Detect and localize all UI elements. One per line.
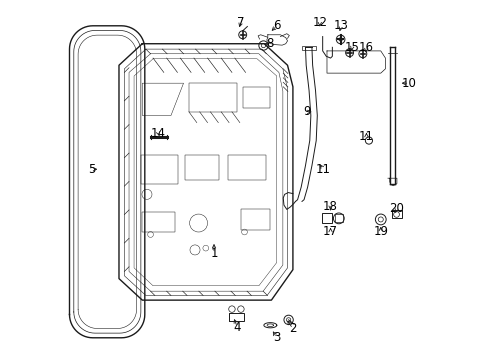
Text: 5: 5 [88, 163, 96, 176]
Text: 9: 9 [303, 105, 310, 118]
Text: 2: 2 [288, 322, 296, 335]
Text: 7: 7 [237, 16, 244, 29]
Circle shape [338, 38, 342, 41]
Text: 3: 3 [272, 331, 280, 344]
Text: 13: 13 [333, 19, 348, 32]
Text: 8: 8 [265, 37, 273, 50]
Text: 10: 10 [401, 77, 416, 90]
Text: 1: 1 [210, 247, 217, 260]
Text: 11: 11 [315, 163, 330, 176]
Text: 19: 19 [372, 225, 387, 238]
Text: 4: 4 [233, 320, 241, 333]
Text: 15: 15 [344, 41, 359, 54]
Text: 20: 20 [388, 202, 404, 215]
Text: 17: 17 [323, 225, 337, 238]
Text: 6: 6 [272, 19, 280, 32]
Text: 11: 11 [358, 130, 373, 144]
Text: 14: 14 [151, 127, 165, 140]
Text: 12: 12 [312, 16, 326, 29]
Text: 18: 18 [323, 201, 337, 213]
Text: 16: 16 [358, 41, 373, 54]
